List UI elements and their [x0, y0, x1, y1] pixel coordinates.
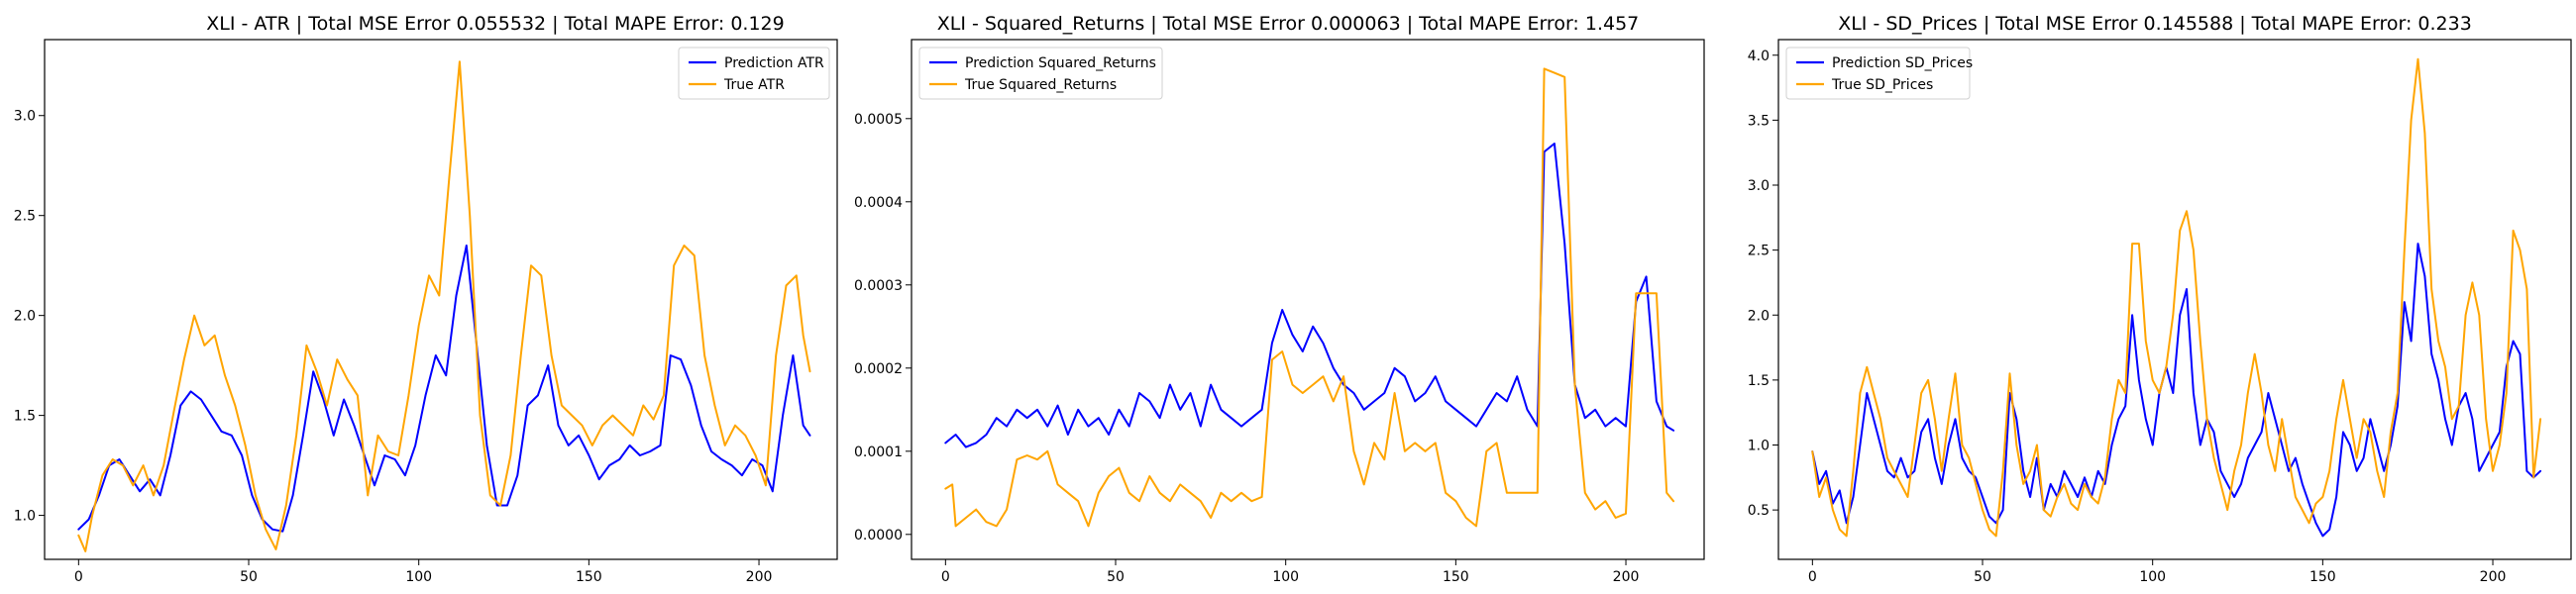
x-tick-label: 200: [746, 569, 773, 585]
subplot-sd-prices: XLI - SD_Prices | Total MSE Error 0.1455…: [1748, 13, 2572, 585]
x-tick-label: 100: [405, 569, 432, 585]
y-tick-label: 0.0004: [854, 195, 903, 211]
y-tick-label: 1.5: [1748, 373, 1770, 389]
x-tick-label: 0: [941, 569, 950, 585]
x-tick-label: 50: [1107, 569, 1125, 585]
chart-title: XLI - SD_Prices | Total MSE Error 0.1455…: [1838, 13, 2472, 35]
y-tick-label: 0.0003: [854, 278, 903, 294]
y-tick-label: 0.0002: [854, 361, 903, 377]
series-line-prediction: [944, 143, 1675, 448]
plot-frame: [911, 39, 1705, 560]
y-tick-label: 1.5: [14, 409, 36, 425]
y-tick-label: 3.0: [14, 109, 36, 125]
legend-label-true: True ATR: [723, 77, 785, 93]
x-tick-label: 50: [1974, 569, 1991, 585]
y-tick-label: 4.0: [1748, 49, 1770, 64]
legend-label-true: True Squared_Returns: [964, 77, 1117, 93]
y-tick-label: 1.0: [1748, 439, 1770, 454]
legend-label-prediction: Prediction Squared_Returns: [965, 55, 1156, 71]
legend-box: [1785, 47, 1971, 100]
x-tick-label: 150: [1443, 569, 1469, 585]
legend-label-true: True SD_Prices: [1831, 77, 1933, 93]
plot-frame: [1777, 39, 2572, 560]
series-line-true: [1811, 57, 2542, 538]
x-tick-label: 200: [1613, 569, 1640, 585]
series-line-prediction: [1811, 243, 2542, 538]
x-tick-label: 50: [240, 569, 258, 585]
legend-label-prediction: Prediction SD_Prices: [1832, 55, 1973, 71]
y-tick-label: 3.5: [1748, 113, 1770, 129]
y-tick-label: 0.0001: [854, 445, 903, 460]
legend: Prediction Squared_Returns True Squared_…: [918, 47, 1163, 100]
legend-label-prediction: Prediction ATR: [724, 55, 824, 71]
y-tick-label: 0.0005: [854, 112, 903, 128]
y-tick-label: 0.0000: [854, 528, 903, 544]
y-tick-label: 2.0: [1748, 308, 1770, 324]
y-tick-label: 0.5: [1748, 503, 1770, 519]
x-tick-label: 100: [1272, 569, 1299, 585]
legend-box: [678, 47, 830, 100]
y-tick-label: 2.5: [14, 209, 36, 225]
legend: Prediction ATR True ATR: [678, 47, 830, 100]
y-tick-label: 2.5: [1748, 244, 1770, 259]
x-tick-label: 150: [2309, 569, 2336, 585]
chart-title: XLI - ATR | Total MSE Error 0.055532 | T…: [206, 13, 784, 35]
subplot-atr: XLI - ATR | Total MSE Error 0.055532 | T…: [14, 13, 838, 585]
x-tick-label: 200: [2480, 569, 2507, 585]
subplot-squared-returns: XLI - Squared_Returns | Total MSE Error …: [854, 13, 1705, 585]
series-line-prediction: [77, 245, 811, 533]
plot-frame: [44, 39, 838, 560]
series-line-true: [77, 60, 811, 552]
series-line-true: [944, 67, 1675, 528]
x-tick-label: 150: [576, 569, 602, 585]
y-tick-label: 3.0: [1748, 178, 1770, 194]
legend-box: [918, 47, 1163, 100]
x-tick-label: 100: [2139, 569, 2166, 585]
x-tick-label: 0: [74, 569, 83, 585]
y-tick-label: 2.0: [14, 309, 36, 325]
legend: Prediction SD_Prices True SD_Prices: [1785, 47, 1973, 100]
chart-title: XLI - Squared_Returns | Total MSE Error …: [937, 13, 1640, 35]
y-tick-label: 1.0: [14, 509, 36, 525]
x-tick-label: 0: [1808, 569, 1817, 585]
